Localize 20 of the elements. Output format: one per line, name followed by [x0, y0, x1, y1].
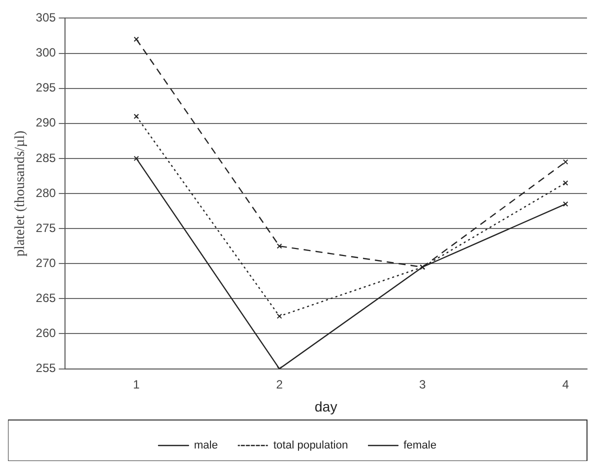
y-tick-label: 295 — [36, 80, 56, 95]
y-tick-label: 305 — [36, 10, 56, 25]
y-tick-label: 290 — [36, 116, 56, 130]
legend-label: female — [403, 440, 436, 452]
y-tick-label: 300 — [36, 46, 56, 60]
y-tick-label: 260 — [36, 326, 56, 340]
legend-label: male — [194, 440, 218, 452]
y-axis-title: platelet (thousands/µl) — [13, 130, 28, 256]
x-tick-label: 4 — [562, 377, 570, 392]
y-tick-label: 270 — [36, 256, 56, 270]
x-tick-label: 2 — [276, 377, 284, 392]
y-tick-label: 265 — [36, 290, 56, 305]
x-tick-label: 3 — [419, 377, 426, 392]
x-axis-title: day — [314, 398, 338, 414]
x-tick-label: 1 — [133, 377, 140, 392]
y-tick-label: 255 — [36, 361, 56, 376]
y-tick-label: 285 — [36, 150, 56, 165]
y-tick-label: 275 — [36, 220, 56, 235]
y-tick-label: 280 — [36, 186, 56, 200]
legend-label: total population — [273, 440, 348, 452]
